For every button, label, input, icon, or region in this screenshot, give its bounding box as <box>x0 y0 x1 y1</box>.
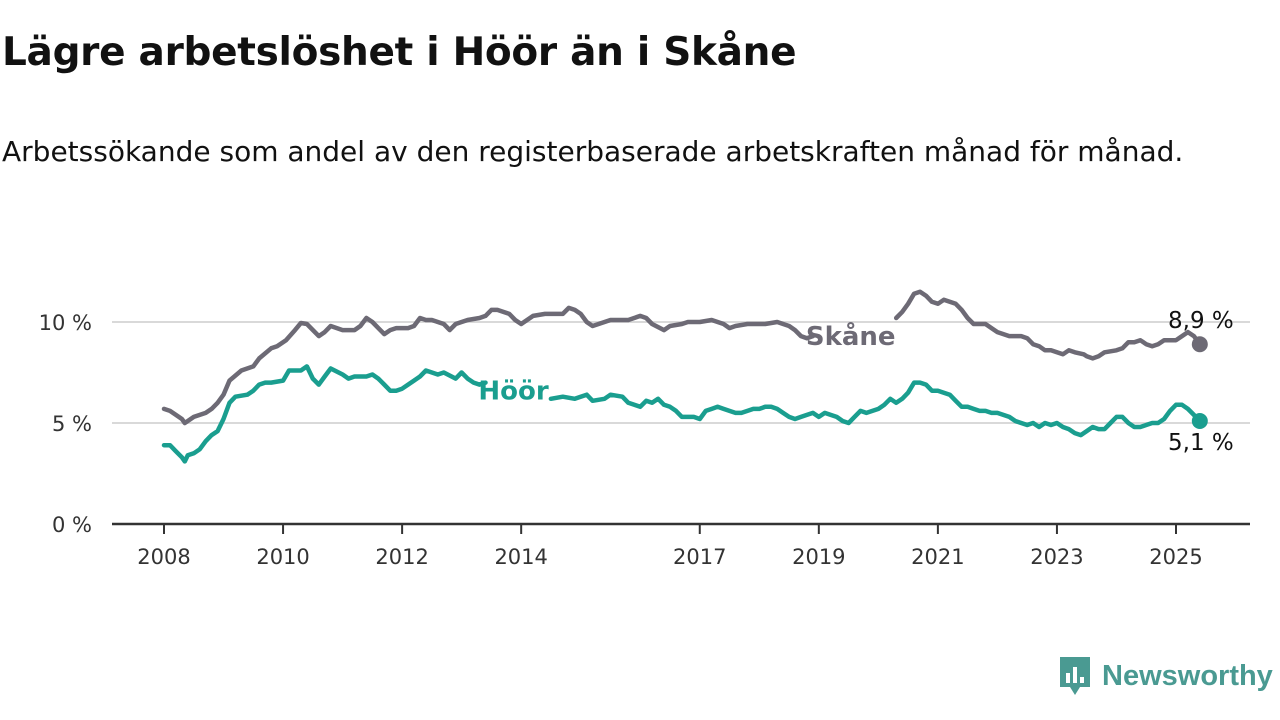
x-tick-label: 2023 <box>1030 545 1083 569</box>
x-tick-label: 2008 <box>137 545 190 569</box>
series-line-0 <box>161 289 1203 426</box>
series-name-label-0: Skåne <box>806 320 896 352</box>
series-end-dot-1 <box>1191 412 1208 429</box>
newsworthy-logo-icon <box>1060 657 1090 695</box>
y-tick-label: 5 % <box>52 412 92 436</box>
series-lines <box>161 289 1208 464</box>
newsworthy-brand: Newsworthy <box>1058 654 1273 698</box>
x-tick-label: 2012 <box>375 545 428 569</box>
series-end-label-1: 5,1 % <box>1168 430 1234 456</box>
x-tick-label: 2019 <box>792 545 845 569</box>
axes: 0 % 5 % 10 % 2008 2010 2012 2014 2017 2019 2021 20… <box>39 311 1250 569</box>
x-tick-label: 2017 <box>673 545 726 569</box>
chart-subtitle: Arbetssökande som andel av den registerb… <box>2 135 1184 168</box>
x-tick-label: 2014 <box>494 545 547 569</box>
x-tick-label: 2010 <box>256 545 309 569</box>
chart-title: Lägre arbetslöshet i Höör än i Skåne <box>2 30 797 75</box>
brand-name: Newsworthy <box>1102 659 1273 692</box>
y-tick-label: 10 % <box>39 311 92 335</box>
series-end-dot-0 <box>1191 336 1208 353</box>
gridlines <box>112 321 1250 424</box>
series-end-label-0: 8,9 % <box>1168 308 1234 334</box>
series-line-1 <box>161 364 1203 464</box>
data-labels: 8,9 % Skåne 5,1 % Höör <box>478 308 1233 456</box>
x-tick-label: 2025 <box>1149 545 1202 569</box>
series-name-label-1: Höör <box>478 377 548 407</box>
y-tick-label: 0 % <box>52 513 92 537</box>
x-tick-label: 2021 <box>911 545 964 569</box>
